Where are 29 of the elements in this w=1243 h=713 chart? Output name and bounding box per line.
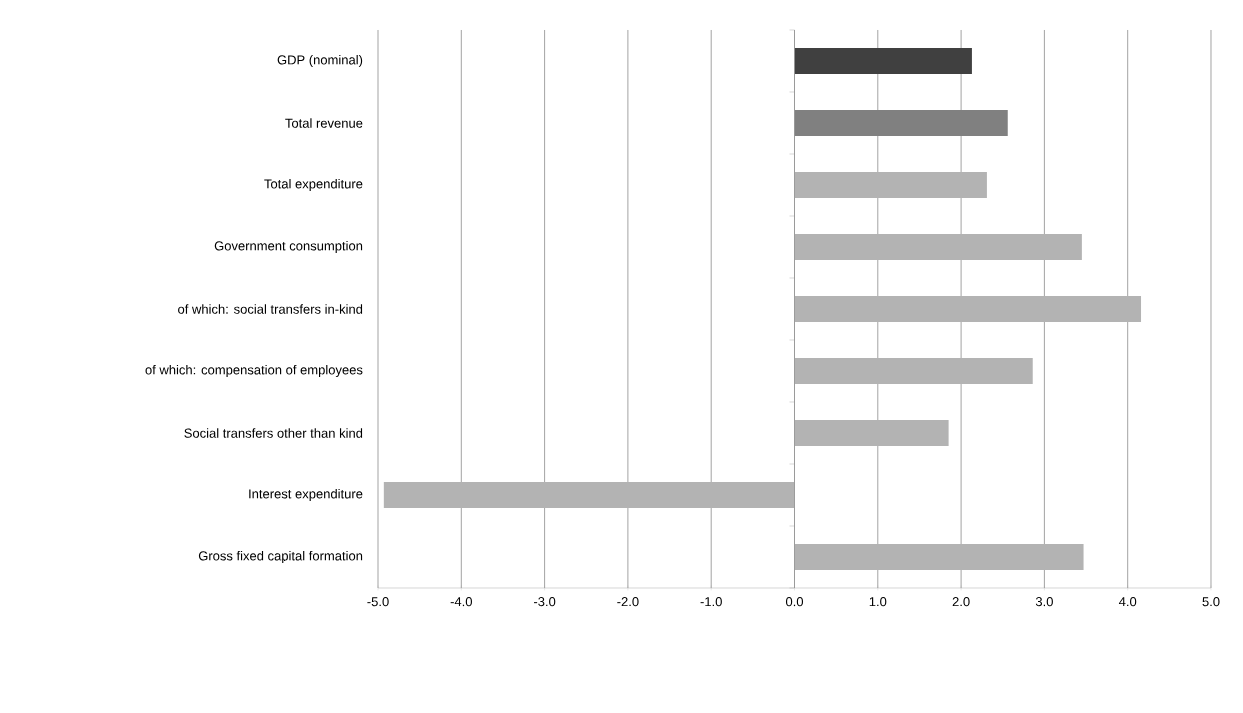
- y-tick-label: Government consumption: [214, 240, 363, 254]
- x-tick-label: 3.0: [1035, 597, 1053, 607]
- x-tick-label: -4.0: [450, 597, 472, 607]
- y-tick-label: Total revenue: [285, 118, 363, 128]
- y-tick-label: of which: social transfers in-kind: [178, 304, 363, 314]
- x-tick-label: 2.0: [952, 597, 970, 607]
- x-tick-label: 5.0: [1202, 597, 1220, 607]
- bar: [794, 234, 1082, 260]
- x-tick-label: 4.0: [1118, 597, 1137, 607]
- x-tick-label: -5.0: [367, 597, 389, 607]
- bar: [383, 482, 795, 508]
- bar: [794, 172, 987, 198]
- x-tick-label: 1.0: [869, 597, 887, 607]
- x-tick-label: -2.0: [617, 597, 639, 607]
- y-tick-label: Gross fixed capital formation: [198, 550, 363, 564]
- bar: [794, 358, 1033, 384]
- y-tick-label: of which: compensation of employees: [145, 364, 363, 378]
- bar: [794, 48, 972, 74]
- y-tick-label: Interest expenditure: [249, 488, 363, 502]
- bar: [794, 296, 1142, 322]
- bar: [794, 420, 949, 446]
- y-tick-label: Social transfers other than kind: [184, 428, 363, 438]
- x-tick-label: -3.0: [533, 597, 556, 607]
- y-tick-label: Total expenditure: [264, 178, 363, 192]
- y-tick-label: GDP (nominal): [277, 54, 363, 68]
- x-tick-label: 0.0: [785, 597, 804, 607]
- bar: [794, 544, 1084, 570]
- bar: [794, 110, 1008, 136]
- x-tick-label: -1.0: [700, 597, 722, 607]
